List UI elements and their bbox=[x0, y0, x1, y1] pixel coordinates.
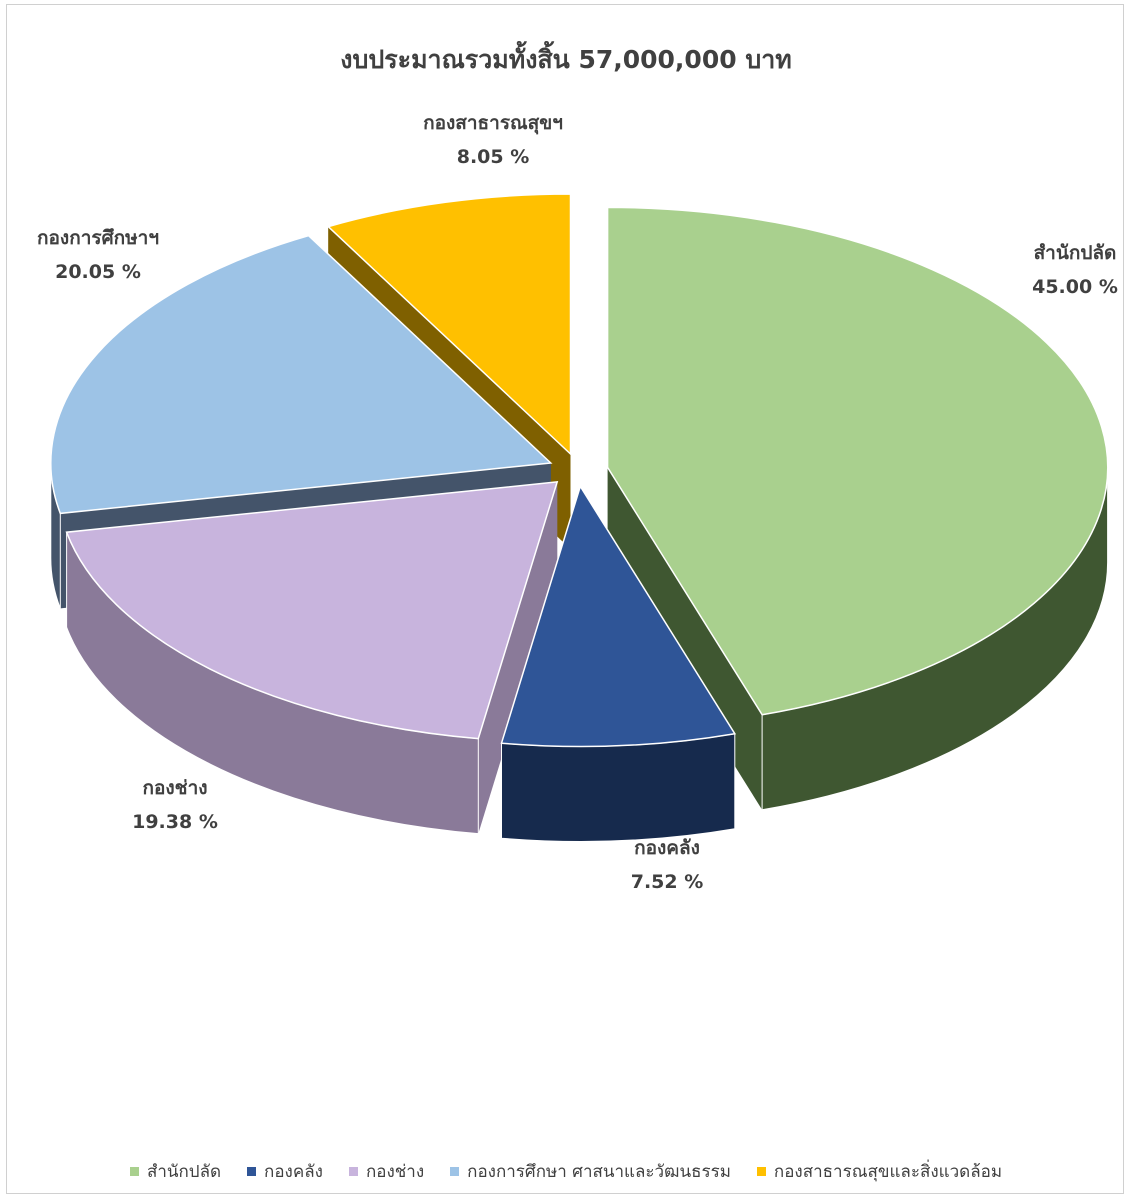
legend: สำนักปลัด กองคลัง กองช่าง กองการศึกษา ศาสนา… bbox=[0, 1158, 1132, 1185]
data-label: กองช่าง 19.38 % bbox=[132, 771, 218, 839]
data-label-value: 8.05 % bbox=[456, 146, 530, 168]
legend-label: กองการศึกษา ศาสนาและวัฒนธรรม bbox=[467, 1162, 731, 1182]
data-label: กองสาธารณสุขฯ 8.05 % bbox=[423, 106, 563, 174]
legend-swatch bbox=[450, 1167, 460, 1176]
legend-item: กองคลัง bbox=[247, 1158, 323, 1185]
data-label-value: 19.38 % bbox=[132, 811, 218, 833]
legend-label: สำนักปลัด bbox=[146, 1162, 222, 1182]
legend-swatch bbox=[348, 1167, 358, 1176]
legend-label: กองช่าง bbox=[365, 1162, 425, 1182]
pie-slice bbox=[606, 206, 1109, 716]
data-label: กองคลัง 7.52 % bbox=[631, 831, 704, 899]
data-label-name: กองช่าง bbox=[142, 777, 208, 799]
pie-slice bbox=[500, 484, 737, 748]
data-label-name: กองสาธารณสุขฯ bbox=[423, 112, 563, 134]
legend-swatch bbox=[247, 1167, 257, 1176]
pie-slice-edge bbox=[478, 481, 558, 834]
pie-slice bbox=[50, 234, 553, 515]
legend-swatch bbox=[129, 1167, 139, 1176]
legend-swatch bbox=[756, 1167, 766, 1176]
data-label: กองการศึกษาฯ 20.05 % bbox=[37, 221, 159, 289]
legend-label: กองสาธารณสุขและสิ่งแวดล้อม bbox=[773, 1162, 1003, 1182]
data-label-value: 45.00 % bbox=[1032, 276, 1118, 298]
pie-slice bbox=[326, 193, 572, 456]
legend-label: กองคลัง bbox=[264, 1162, 323, 1182]
legend-item: สำนักปลัด bbox=[129, 1158, 222, 1185]
data-label-name: กองคลัง bbox=[634, 837, 700, 859]
data-label-value: 7.52 % bbox=[630, 871, 704, 893]
data-label: สำนักปลัด 45.00 % bbox=[1032, 236, 1118, 304]
data-label-name: สำนักปลัด bbox=[1033, 242, 1117, 264]
chart-title: งบประมาณรวมทั้งสิ้น 57,000,000 บาท bbox=[340, 45, 792, 74]
legend-item: กองการศึกษา ศาสนาและวัฒนธรรม bbox=[450, 1158, 731, 1185]
data-label-name: กองการศึกษาฯ bbox=[37, 227, 159, 249]
data-label-value: 20.05 % bbox=[55, 261, 141, 283]
pie-slice bbox=[65, 481, 559, 740]
legend-item: กองช่าง bbox=[348, 1158, 425, 1185]
legend-item: กองสาธารณสุขและสิ่งแวดล้อม bbox=[756, 1158, 1003, 1185]
pie-slice-side bbox=[501, 733, 736, 842]
